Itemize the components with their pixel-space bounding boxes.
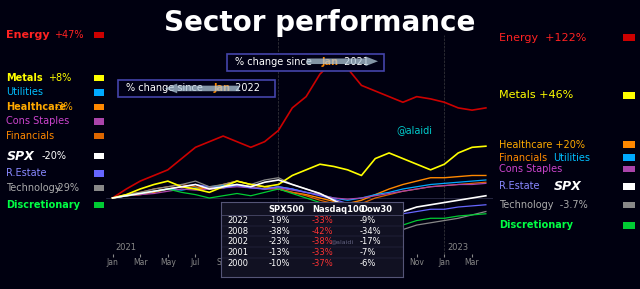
Text: Discretionary: Discretionary xyxy=(499,221,573,230)
Text: % change since: % change since xyxy=(126,84,206,93)
Text: Jan: Jan xyxy=(322,58,339,67)
Text: +8%: +8% xyxy=(48,73,71,83)
Text: -29%: -29% xyxy=(54,183,79,193)
Text: -33%: -33% xyxy=(312,216,333,225)
Text: -33%: -33% xyxy=(312,248,333,257)
Bar xyxy=(94,32,104,38)
Text: 2002: 2002 xyxy=(228,237,248,246)
Text: SPX: SPX xyxy=(554,180,581,193)
Text: Cons Staples: Cons Staples xyxy=(6,116,70,126)
Text: Technology: Technology xyxy=(6,183,61,193)
Text: Metals: Metals xyxy=(6,73,43,83)
Text: -13%: -13% xyxy=(269,248,291,257)
Bar xyxy=(94,118,104,125)
Text: -3%: -3% xyxy=(54,102,73,112)
Bar xyxy=(623,34,635,41)
Text: -19%: -19% xyxy=(269,216,290,225)
Text: -7%: -7% xyxy=(360,248,376,257)
Bar xyxy=(94,153,104,159)
Text: R.Estate: R.Estate xyxy=(6,168,47,178)
Text: Financials: Financials xyxy=(6,131,54,141)
Text: SPX: SPX xyxy=(6,150,34,162)
Text: -10%: -10% xyxy=(269,259,290,268)
Text: SPX500: SPX500 xyxy=(269,205,305,214)
Bar xyxy=(94,170,104,177)
Text: Healthcare: Healthcare xyxy=(6,102,67,112)
Bar xyxy=(94,133,104,139)
Bar xyxy=(623,202,635,208)
Text: +47%: +47% xyxy=(54,30,84,40)
Text: -6%: -6% xyxy=(360,259,376,268)
Bar xyxy=(94,89,104,96)
Text: -37%: -37% xyxy=(312,259,333,268)
FancyArrowPatch shape xyxy=(164,84,239,93)
Text: Cons Staples: Cons Staples xyxy=(499,164,563,174)
Text: Financials: Financials xyxy=(499,153,547,162)
Bar xyxy=(94,104,104,110)
Text: -9%: -9% xyxy=(360,216,376,225)
Bar xyxy=(118,80,275,97)
Text: Energy  +122%: Energy +122% xyxy=(499,33,587,42)
Text: Utilities: Utilities xyxy=(6,88,44,97)
Text: 2023: 2023 xyxy=(447,243,468,252)
Text: 2022: 2022 xyxy=(281,243,302,252)
Text: 2021: 2021 xyxy=(341,58,369,67)
Text: -20%: -20% xyxy=(42,151,67,161)
Bar xyxy=(623,154,635,161)
Text: 2022: 2022 xyxy=(228,216,248,225)
Text: R.Estate: R.Estate xyxy=(499,181,540,191)
Text: -17%: -17% xyxy=(360,237,381,246)
Text: 2022: 2022 xyxy=(232,84,260,93)
Bar xyxy=(94,75,104,81)
Text: Jan: Jan xyxy=(213,84,230,93)
Bar xyxy=(623,141,635,148)
Text: Discretionary: Discretionary xyxy=(6,200,81,210)
Bar xyxy=(227,54,384,71)
Text: 2000: 2000 xyxy=(228,259,248,268)
FancyArrowPatch shape xyxy=(307,56,378,66)
Text: -34%: -34% xyxy=(360,227,381,236)
Text: @alaidi: @alaidi xyxy=(397,125,433,135)
Text: 2008: 2008 xyxy=(228,227,249,236)
Bar xyxy=(623,222,635,229)
Text: % change since: % change since xyxy=(235,58,315,67)
Text: 2021: 2021 xyxy=(115,243,136,252)
Bar xyxy=(94,202,104,208)
Text: Utilities: Utilities xyxy=(554,153,591,162)
Text: Nasdaq100: Nasdaq100 xyxy=(312,205,365,214)
Text: Technology  -3.7%: Technology -3.7% xyxy=(499,200,588,210)
Text: Healthcare +20%: Healthcare +20% xyxy=(499,140,585,149)
Bar xyxy=(623,92,635,99)
Text: 2001: 2001 xyxy=(228,248,248,257)
Text: -23%: -23% xyxy=(269,237,291,246)
Text: Dow30: Dow30 xyxy=(360,205,392,214)
Text: @alaidi: @alaidi xyxy=(330,239,353,244)
Text: Energy: Energy xyxy=(6,30,50,40)
Text: Sector performance: Sector performance xyxy=(164,9,476,37)
Bar xyxy=(94,185,104,191)
Bar xyxy=(623,183,635,190)
Bar xyxy=(623,166,635,172)
Text: -38%: -38% xyxy=(312,237,333,246)
Text: -38%: -38% xyxy=(269,227,291,236)
Text: Metals +46%: Metals +46% xyxy=(499,90,573,100)
Text: -42%: -42% xyxy=(312,227,333,236)
